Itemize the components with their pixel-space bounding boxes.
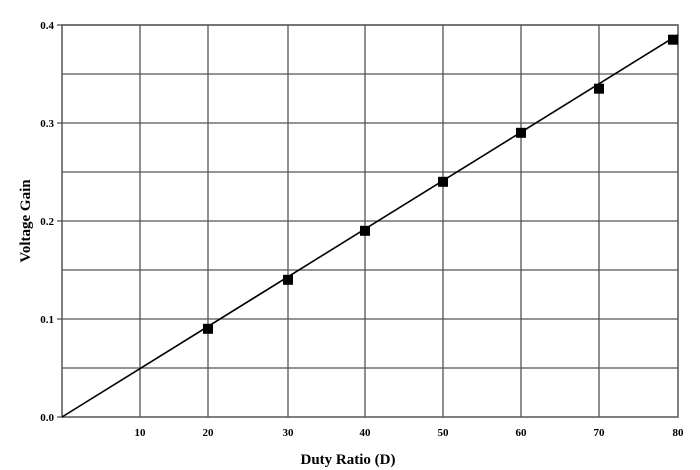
y-tick-label: 0.4	[40, 20, 54, 32]
y-tick-label: 0.2	[40, 216, 54, 228]
x-tick-label: 50	[438, 427, 450, 439]
y-tick-label: 0.0	[40, 412, 54, 424]
x-tick-label: 40	[360, 427, 372, 439]
x-axis-ticks: 10 20 30 40 50 60 70 80	[135, 427, 685, 439]
x-tick-label: 80	[673, 427, 685, 439]
x-axis-title: Duty Ratio (D)	[301, 452, 396, 468]
y-tick-label: 0.3	[40, 118, 54, 130]
data-point-marker	[283, 274, 293, 285]
x-tick-label: 30	[283, 427, 295, 439]
x-tick-label: 20	[203, 427, 215, 439]
y-tick-label: 0.1	[40, 314, 54, 326]
data-point-marker	[594, 83, 604, 94]
grid-lines	[62, 24, 678, 417]
data-point-marker	[516, 127, 526, 138]
data-point-marker	[668, 34, 678, 45]
x-tick-label: 10	[135, 427, 147, 439]
data-point-marker	[360, 225, 370, 236]
x-tick-label: 70	[594, 427, 606, 439]
y-axis-ticks: 0.0 0.1 0.2 0.3 0.4	[40, 20, 62, 424]
data-point-marker	[438, 176, 448, 187]
y-axis-title: Voltage Gain	[18, 179, 34, 263]
x-tick-label: 60	[516, 427, 528, 439]
data-point-marker	[203, 323, 213, 334]
data-markers	[203, 34, 678, 334]
